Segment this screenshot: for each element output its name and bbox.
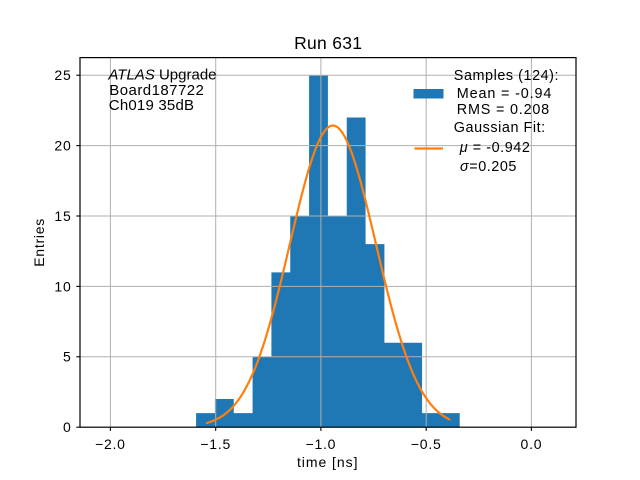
svg-text:μ = -0.942: μ = -0.942 xyxy=(459,140,531,156)
svg-text:Gaussian Fit:: Gaussian Fit: xyxy=(454,120,546,136)
svg-text:0: 0 xyxy=(63,419,72,435)
svg-text:−1.0: −1.0 xyxy=(306,436,337,452)
svg-text:Ch019 35dB: Ch019 35dB xyxy=(109,97,194,114)
svg-text:RMS = 0.208: RMS = 0.208 xyxy=(457,102,550,118)
svg-text:−1.5: −1.5 xyxy=(200,436,231,452)
svg-text:Run 631: Run 631 xyxy=(294,33,362,53)
svg-text:Samples (124):: Samples (124): xyxy=(454,68,559,84)
svg-text:10: 10 xyxy=(54,278,71,294)
svg-text:−2.0: −2.0 xyxy=(95,436,126,452)
svg-text:15: 15 xyxy=(54,208,71,224)
svg-text:time [ns]: time [ns] xyxy=(297,454,358,470)
svg-text:0.0: 0.0 xyxy=(521,436,543,452)
svg-text:​ATLAS Upgrade: ​ATLAS Upgrade xyxy=(107,66,216,83)
svg-text:25: 25 xyxy=(54,67,71,83)
svg-text:Board187722: Board187722 xyxy=(109,82,204,99)
svg-text:Mean = -0.94: Mean = -0.94 xyxy=(457,86,552,102)
svg-text:20: 20 xyxy=(54,138,71,154)
svg-text:−0.5: −0.5 xyxy=(411,436,442,452)
svg-text:5: 5 xyxy=(63,349,72,365)
svg-text:Entries: Entries xyxy=(31,218,47,267)
svg-text:σ=0.205: σ=0.205 xyxy=(460,159,517,175)
